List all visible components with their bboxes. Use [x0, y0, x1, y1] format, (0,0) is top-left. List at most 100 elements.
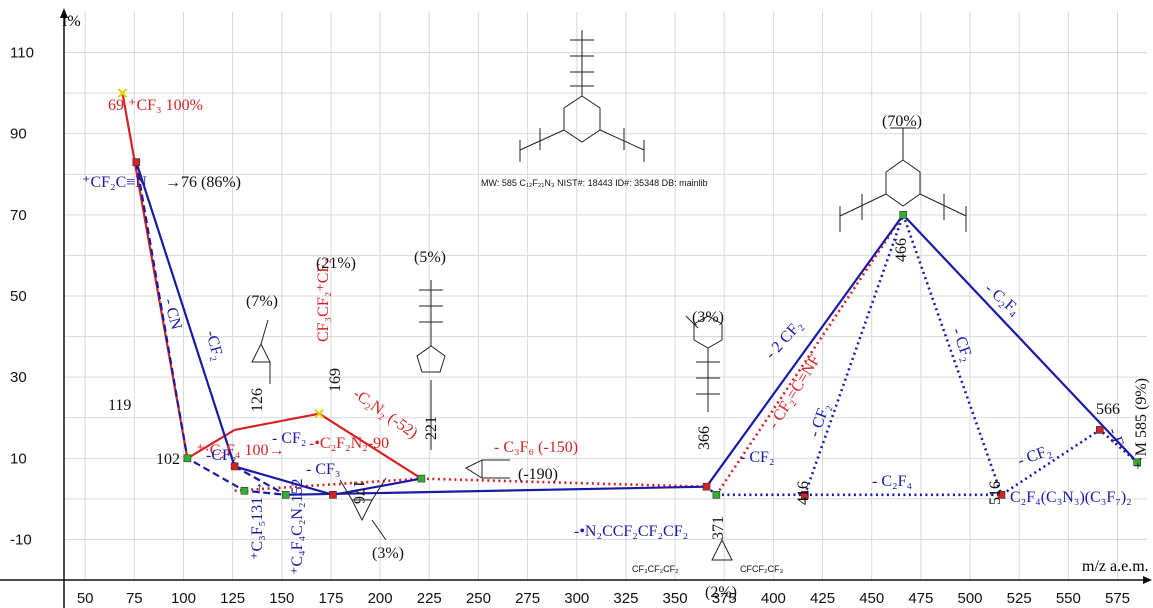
x-tick-label: 375 — [712, 590, 737, 607]
annotation-f-loss: - F — [1104, 426, 1126, 449]
annotation-76: →76 (86%) — [165, 174, 241, 191]
y-tick-label: 50 — [10, 288, 27, 305]
axes — [0, 8, 1152, 608]
data-point-152 — [281, 490, 290, 499]
annotation-2cf2: - 2 CF₂ — [762, 317, 806, 363]
data-point-169 — [314, 408, 324, 419]
annotation-126: 126 — [249, 388, 266, 412]
fragmentation-path-red-dotted — [421, 477, 707, 488]
annotation-70pct: (70%) — [882, 113, 922, 130]
x-tick-label: 125 — [220, 590, 245, 607]
fragmentation-path-blue-dotted — [901, 214, 1003, 496]
annotation-566: 566 — [1096, 401, 1120, 418]
x-tick-label: 425 — [810, 590, 835, 607]
annotation-cf2-c: - CF₂ — [272, 430, 306, 447]
annotation-c2f4-b: - C₂F₄ — [872, 473, 912, 490]
annotation-3pct-a: (3%) — [372, 545, 404, 562]
fragmentation-path-blue-solid — [285, 213, 1138, 496]
annotation-n2ccf: -•N₂CCF₂CF₂CF₂ — [574, 523, 688, 540]
molecule-structure-top — [519, 30, 645, 162]
x-tick-label: 450 — [859, 590, 884, 607]
molecule-structure-366 — [685, 315, 723, 412]
annotation-3pct-b: (3%) — [692, 309, 724, 326]
annotation-366: 366 — [696, 426, 713, 450]
annotation-7pct: (7%) — [246, 293, 278, 310]
data-point-416 — [801, 490, 809, 499]
x-tick-label: 400 — [761, 590, 786, 607]
black-annotations: →76 (86%) 102 126 (7%) (21%) 169 (5%) 22… — [156, 113, 1150, 601]
ticks: 110 90 70 50 30 10 -10 50 75 100 125 150 175 200 225 25… — [10, 45, 1130, 607]
fragmentation-path-red-dotted — [715, 214, 905, 496]
fragmentation-path-red-dotted — [234, 477, 422, 492]
fragmentation-path-blue-solid — [135, 161, 422, 496]
annotation-585: ⁺·M 585 (9%) — [1133, 378, 1150, 470]
molecule-structure-371 — [711, 538, 733, 561]
x-tick-label: 100 — [171, 590, 196, 607]
fragmentation-path-red-solid — [186, 428, 236, 460]
x-tick-label: 475 — [908, 590, 933, 607]
data-point-221 — [417, 474, 426, 483]
annotation-cf2-d: - CF₂ — [740, 449, 774, 466]
x-tick-label: 275 — [515, 590, 540, 607]
x-tick-label: 500 — [958, 590, 983, 607]
diazirine-structure — [464, 459, 510, 479]
annotation-cf3: - CF₃ — [306, 461, 340, 478]
annotation-100: ⁺·C₂F₄ 100→ — [196, 442, 285, 459]
annotation-cf2-g: - CF₂ — [1016, 442, 1054, 470]
data-point-585 — [1133, 458, 1141, 467]
annotation-21pct: (21%) — [316, 255, 356, 272]
x-tick-label: 550 — [1056, 590, 1081, 607]
data-point-466 — [899, 211, 907, 219]
annotation-466: 466 — [893, 238, 910, 262]
annotation-c3f6: - C₃F₆ (-150) — [494, 439, 578, 456]
x-tick-label: 250 — [466, 590, 491, 607]
annotation-190: (-190) — [518, 466, 558, 483]
y-tick-label: 90 — [10, 126, 27, 143]
annotation-cf2-a: -CF₂ — [202, 329, 226, 363]
blue-annotations: ⁺CF₂C≡N - CN -CF₂ -CF₂ - CF₂ - CF₃ ⁺C₃F₅… — [82, 174, 1132, 575]
fragmentation-paths — [121, 92, 1139, 497]
fragmentation-path-blue-dashed — [234, 465, 287, 496]
annotation-69: 69 ⁺CF₃ 100% — [108, 97, 203, 114]
data-point-516 — [997, 490, 1006, 499]
data-points — [117, 88, 1141, 499]
x-tick-label: 575 — [1105, 590, 1130, 607]
annotation-bottom-formula-2: CFCF₂CF₃ — [740, 564, 783, 574]
data-point-366 — [702, 482, 711, 491]
annotation-176: 176 — [350, 480, 367, 504]
annotation-516: 516 — [987, 481, 1004, 505]
annotation-2pct: (2%) — [705, 584, 737, 601]
annotation-cf2-e: - CF₂ — [806, 401, 834, 439]
data-point-102 — [183, 454, 192, 463]
x-tick-label: 50 — [77, 590, 94, 607]
annotation-131: ⁺C₃F₅131→ — [249, 481, 266, 560]
x-tick-label: 175 — [318, 590, 343, 607]
annotation-c2f2n2: -•C₂F₂N₂-90 — [309, 435, 389, 452]
data-point-176 — [329, 490, 337, 499]
annotation-5pct: (5%) — [414, 249, 446, 266]
data-point-76 — [132, 158, 141, 166]
x-tick-label: 225 — [417, 590, 442, 607]
annotation-cf3cf2: CF₃CF₂⁺CF₂ — [315, 258, 332, 342]
fragmentation-path-blue-dotted — [705, 485, 718, 496]
data-point-126 — [230, 462, 239, 471]
fragmentation-path-blue-dotted — [716, 428, 1139, 497]
x-tick-label: 75 — [126, 590, 143, 607]
y-tick-label: 110 — [10, 45, 34, 62]
x-tick-label: 325 — [613, 590, 638, 607]
annotation-221: 221 — [423, 416, 440, 440]
fragmentation-path-blue-dashed — [135, 161, 286, 496]
annotation-119: 119 — [108, 397, 131, 414]
x-tick-label: 525 — [1007, 590, 1032, 607]
molecule-structure-221 — [416, 280, 446, 450]
y-tick-label: 10 — [10, 450, 27, 467]
metadata-text: MW: 585 C₁₂F₂₁N₃ NIST#: 18443 ID#: 35348… — [481, 178, 708, 188]
grid — [64, 12, 1147, 580]
x-tick-label: 150 — [269, 590, 294, 607]
annotation-c2f4c3n3: C₂F₄(C₃N₃)(C₃F₇)₂ — [1010, 489, 1132, 506]
annotation-169: 169 — [327, 368, 344, 392]
annotation-416: 416 — [795, 481, 812, 505]
data-point-69 — [117, 88, 128, 98]
x-tick-label: 350 — [663, 590, 688, 607]
